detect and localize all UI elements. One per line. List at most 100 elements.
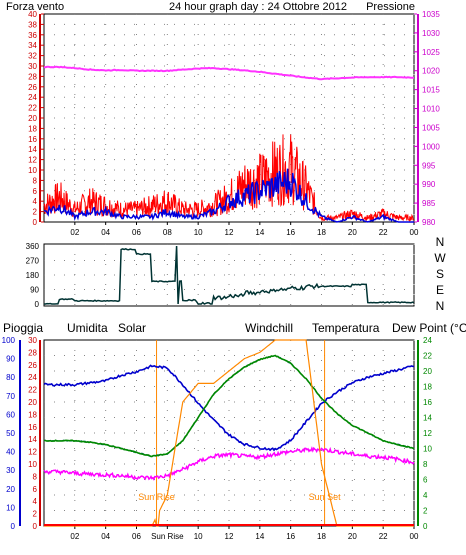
humidity-tick-label: 40 xyxy=(6,448,15,457)
bottom-x-tick-label: 14 xyxy=(255,532,264,541)
pressure-label: Pressione xyxy=(366,1,415,13)
temperature-tick-label: 12 xyxy=(423,429,432,438)
humidity-tick-label: 20 xyxy=(6,485,15,494)
rain-tick-label: 16 xyxy=(28,423,37,432)
top-right-tick-label: 1010 xyxy=(422,105,440,114)
series-temperature xyxy=(44,354,415,458)
compass-label: W xyxy=(434,251,446,265)
bottom-x-tick-label: 06 xyxy=(132,532,141,541)
temperature-tick-label: 4 xyxy=(423,491,428,500)
bottom-x-tick-label: 12 xyxy=(225,532,234,541)
top-left-tick-label: 30 xyxy=(28,62,37,71)
direction-tick-label: 90 xyxy=(30,286,39,295)
bottom-x-tick-label: 20 xyxy=(348,532,357,541)
temperature-tick-label: 14 xyxy=(423,414,432,423)
rain-tick-label: 14 xyxy=(28,435,37,444)
top-right-tick-label: 1035 xyxy=(422,10,440,19)
legend-windchill: Windchill xyxy=(245,321,293,335)
top-right-tick-label: 985 xyxy=(422,199,436,208)
rain-tick-label: 10 xyxy=(28,460,37,469)
bottom-x-tick-label: 18 xyxy=(317,532,326,541)
top-left-tick-label: 36 xyxy=(28,31,37,40)
humidity-tick-label: 50 xyxy=(6,429,15,438)
rain-tick-label: 2 xyxy=(33,510,38,519)
top-left-tick-label: 14 xyxy=(28,145,37,154)
top-left-tick-label: 12 xyxy=(28,156,37,165)
legend-rain: Pioggia xyxy=(3,321,43,335)
top-right-tick-label: 1030 xyxy=(422,29,440,38)
top-left-tick-label: 16 xyxy=(28,135,37,144)
compass-label: N xyxy=(436,235,445,249)
temperature-tick-label: 18 xyxy=(423,383,432,392)
humidity-tick-label: 90 xyxy=(6,355,15,364)
temperature-tick-label: 10 xyxy=(423,445,432,454)
humidity-tick-label: 0 xyxy=(11,522,16,531)
top-right-tick-label: 1020 xyxy=(422,67,440,76)
top-x-tick-label: 18 xyxy=(317,228,326,237)
top-x-tick-label: 04 xyxy=(101,228,110,237)
top-x-tick-label: 02 xyxy=(70,228,79,237)
legend-temperature: Temperatura xyxy=(312,321,380,335)
wind-speed-label: Forza vento xyxy=(6,1,64,13)
rain-tick-label: 6 xyxy=(33,485,38,494)
sunset-label: Sun Set xyxy=(309,492,342,502)
sunrise-label: Sun Rise xyxy=(138,492,175,502)
top-right-tick-label: 1015 xyxy=(422,86,440,95)
bottom-chart-plot-area xyxy=(43,339,415,527)
bottom-chart-marks: 0102030405060708090100024681012141618202… xyxy=(2,336,433,541)
compass-label: S xyxy=(436,267,444,281)
humidity-tick-label: 30 xyxy=(6,466,15,475)
series-humidity xyxy=(43,364,415,452)
rain-tick-label: 24 xyxy=(28,373,37,382)
temperature-tick-label: 2 xyxy=(423,507,428,516)
top-chart-title: 24 hour graph day : 24 Ottobre 2012 xyxy=(169,1,347,13)
legend-solar: Solar xyxy=(118,321,146,335)
temperature-tick-label: 8 xyxy=(423,460,428,469)
rain-tick-label: 20 xyxy=(28,398,37,407)
top-left-tick-label: 24 xyxy=(28,93,37,102)
top-left-tick-label: 26 xyxy=(28,83,37,92)
temperature-tick-label: 20 xyxy=(423,367,432,376)
top-left-tick-label: 28 xyxy=(28,72,37,81)
rain-tick-label: 22 xyxy=(28,386,37,395)
top-left-tick-label: 10 xyxy=(28,166,37,175)
direction-tick-label: 180 xyxy=(26,271,40,280)
top-left-tick-label: 20 xyxy=(28,114,37,123)
top-x-tick-label: 12 xyxy=(225,228,234,237)
top-x-tick-label: 20 xyxy=(348,228,357,237)
top-left-tick-label: 34 xyxy=(28,41,37,50)
series-dewpoint xyxy=(43,446,415,481)
top-left-tick-label: 6 xyxy=(33,187,38,196)
temperature-tick-label: 6 xyxy=(423,476,428,485)
top-right-tick-label: 1025 xyxy=(422,48,440,57)
top-left-tick-label: 8 xyxy=(33,176,38,185)
top-x-tick-label: 14 xyxy=(255,228,264,237)
direction-tick-label: 270 xyxy=(26,257,40,266)
top-right-tick-label: 995 xyxy=(422,161,436,170)
direction-tick-label: 0 xyxy=(35,300,40,309)
bottom-x-tick-label: 00 xyxy=(410,532,419,541)
rain-tick-label: 4 xyxy=(33,497,38,506)
bottom-x-tick-label: Sun Rise xyxy=(151,532,184,541)
top-left-tick-label: 22 xyxy=(28,104,37,113)
top-right-tick-label: 1005 xyxy=(422,123,440,132)
compass-label: N xyxy=(436,299,445,313)
rain-tick-label: 28 xyxy=(28,348,37,357)
top-x-tick-label: 06 xyxy=(132,228,141,237)
rain-tick-label: 0 xyxy=(33,522,38,531)
humidity-tick-label: 80 xyxy=(6,373,15,382)
top-left-tick-label: 2 xyxy=(33,208,38,217)
series-wind-direction xyxy=(44,245,415,305)
top-left-tick-label: 18 xyxy=(28,124,37,133)
bottom-x-tick-label: 16 xyxy=(286,532,295,541)
top-x-tick-label: 08 xyxy=(163,228,172,237)
direction-tick-label: 360 xyxy=(26,242,40,251)
top-right-tick-label: 980 xyxy=(422,218,436,227)
temperature-tick-label: 0 xyxy=(423,522,428,531)
bottom-x-tick-label: 04 xyxy=(101,532,110,541)
temperature-tick-label: 16 xyxy=(423,398,432,407)
top-x-tick-label: 00 xyxy=(410,228,419,237)
top-left-tick-label: 0 xyxy=(33,218,38,227)
